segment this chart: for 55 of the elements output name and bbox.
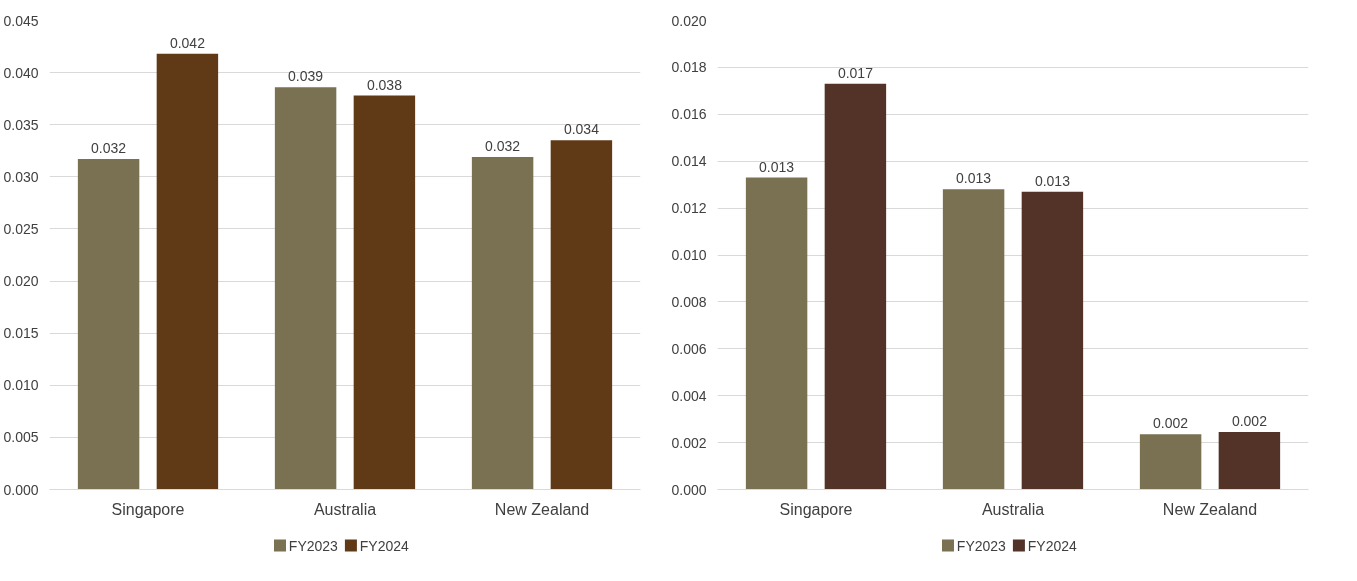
bar — [1218, 432, 1281, 490]
y-tick-label: 0.018 — [671, 59, 707, 76]
y-tick-label: 0.012 — [671, 200, 707, 217]
y-tick-label: 0.020 — [671, 12, 707, 29]
y-tick-label: 0.015 — [3, 325, 39, 342]
data-label: 0.013 — [759, 158, 795, 175]
y-tick-label: 0.002 — [671, 434, 707, 451]
bar — [942, 189, 1005, 490]
y-tick-label: 0.045 — [3, 12, 39, 29]
data-label: 0.038 — [366, 76, 403, 93]
legend-label: FY2023 — [956, 537, 1007, 554]
y-tick-label: 0.010 — [671, 247, 707, 263]
bar — [1139, 434, 1202, 490]
bar — [745, 177, 808, 490]
legend-label: FY2023 — [288, 537, 339, 554]
legend-label: FY2024 — [359, 537, 410, 554]
bar — [353, 95, 416, 490]
y-tick-label: 0.008 — [671, 293, 707, 310]
y-tick-label: 0.000 — [3, 481, 39, 498]
data-label: 0.013 — [956, 170, 992, 187]
y-tick-label: 0.020 — [3, 273, 39, 290]
y-tick-label: 0.025 — [3, 220, 39, 237]
y-tick-label: 0.035 — [3, 116, 39, 133]
y-tick-label: 0.000 — [671, 481, 707, 498]
y-tick-label: 0.004 — [671, 387, 707, 404]
bar — [550, 140, 613, 490]
data-label: 0.042 — [169, 34, 206, 51]
x-tick-label: Australia — [313, 500, 377, 518]
data-label: 0.017 — [837, 64, 874, 81]
x-tick-label: New Zealand — [494, 500, 590, 518]
y-tick-label: 0.005 — [3, 429, 39, 446]
data-label: 0.039 — [288, 68, 324, 85]
x-tick-label: Australia — [981, 500, 1045, 518]
y-tick-label: 0.030 — [3, 168, 39, 185]
bar — [77, 159, 140, 490]
bar — [156, 53, 219, 490]
x-tick-label: Singapore — [779, 500, 853, 518]
legend-label: FY2024 — [1027, 537, 1078, 554]
data-label: 0.034 — [563, 121, 600, 138]
y-tick-label: 0.006 — [671, 340, 707, 357]
bar — [1021, 191, 1084, 490]
y-tick-label: 0.040 — [3, 64, 39, 81]
bar — [471, 157, 534, 490]
data-label: 0.002 — [1153, 415, 1189, 432]
data-label: 0.002 — [1231, 413, 1268, 430]
x-tick-label: New Zealand — [1162, 500, 1258, 518]
bar — [824, 83, 887, 490]
data-label: 0.032 — [485, 138, 521, 155]
data-label: 0.013 — [1034, 172, 1071, 189]
y-tick-label: 0.010 — [3, 377, 39, 394]
bar — [274, 87, 337, 490]
data-label: 0.032 — [91, 140, 127, 157]
y-tick-label: 0.014 — [671, 153, 707, 170]
y-tick-label: 0.016 — [671, 106, 707, 123]
x-tick-label: Singapore — [111, 500, 185, 518]
